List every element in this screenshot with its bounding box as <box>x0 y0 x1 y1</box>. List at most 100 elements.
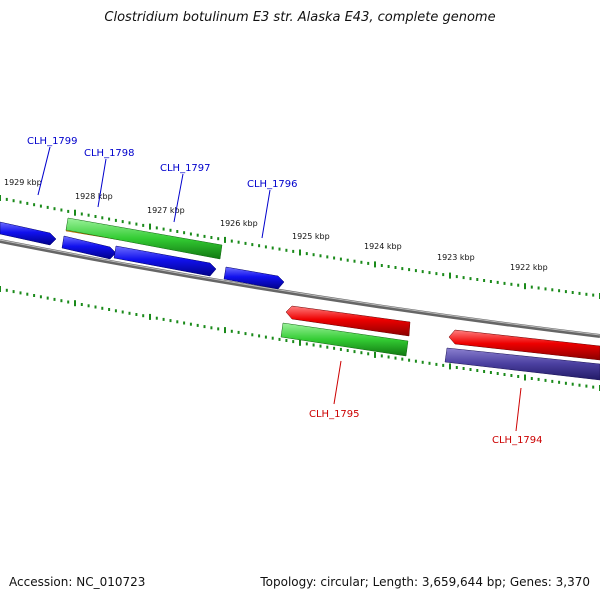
gene-clh-1799[interactable] <box>0 221 57 246</box>
tick-label: 1929 kbp <box>4 178 42 187</box>
major-tick <box>524 283 526 290</box>
minor-tick <box>346 349 349 352</box>
major-tick <box>74 300 76 307</box>
minor-tick <box>60 208 63 212</box>
minor-tick <box>67 300 70 304</box>
minor-tick <box>196 233 199 237</box>
minor-tick <box>108 217 111 221</box>
minor-tick <box>360 260 363 264</box>
minor-tick <box>155 226 158 230</box>
minor-tick <box>517 375 520 378</box>
minor-tick <box>571 291 574 294</box>
minor-tick <box>264 335 267 339</box>
feature-green-rna-forward[interactable] <box>65 217 223 260</box>
minor-tick <box>435 362 438 366</box>
gene-clh-1796[interactable] <box>223 266 285 290</box>
genome-backbone <box>0 239 600 338</box>
minor-tick <box>544 287 547 291</box>
minor-tick <box>537 377 540 381</box>
minor-tick <box>489 280 492 283</box>
major-tick <box>149 223 151 230</box>
minor-tick <box>380 354 383 358</box>
minor-tick <box>455 366 458 369</box>
gene-label[interactable]: CLH_1799 <box>27 136 78 147</box>
gene-label[interactable]: CLH_1797 <box>160 163 211 174</box>
minor-tick <box>135 222 138 226</box>
minor-tick <box>5 197 8 201</box>
minor-tick <box>585 292 588 296</box>
tick-label: 1925 kbp <box>292 232 330 241</box>
minor-tick <box>333 256 336 260</box>
minor-tick <box>121 220 124 224</box>
minor-tick <box>67 209 70 213</box>
major-tick <box>224 327 226 334</box>
major-tick <box>374 261 376 268</box>
gene-label[interactable]: CLH_1795 <box>309 409 360 420</box>
minor-tick <box>428 361 431 365</box>
minor-tick <box>326 255 329 259</box>
minor-tick <box>544 378 547 382</box>
minor-tick <box>367 261 370 265</box>
minor-tick <box>101 306 104 310</box>
minor-tick <box>360 351 363 355</box>
minor-tick <box>435 272 438 276</box>
gene-clh-1794[interactable] <box>448 329 600 361</box>
minor-tick <box>26 292 29 296</box>
major-tick <box>299 339 301 346</box>
minor-tick <box>469 277 472 281</box>
minor-tick <box>353 259 356 263</box>
minor-tick <box>401 267 404 271</box>
gene-clh-1795[interactable] <box>285 305 411 337</box>
minor-tick <box>510 282 513 286</box>
gene-label[interactable]: CLH_1796 <box>247 179 298 190</box>
minor-tick <box>558 289 561 293</box>
gene-clh-1798[interactable] <box>61 235 117 260</box>
minor-tick <box>578 383 581 387</box>
tick-label: 1928 kbp <box>75 192 113 201</box>
minor-tick <box>442 363 445 367</box>
minor-tick <box>60 299 63 303</box>
minor-tick <box>387 355 390 359</box>
minor-tick <box>176 320 179 324</box>
minor-tick <box>469 368 472 371</box>
leader-line <box>333 360 342 405</box>
minor-tick <box>462 276 465 280</box>
minor-tick <box>326 345 329 349</box>
tick-label: 1924 kbp <box>364 242 402 251</box>
minor-tick <box>312 343 315 347</box>
minor-tick <box>428 271 431 275</box>
minor-tick <box>264 245 267 249</box>
minor-tick <box>558 380 561 384</box>
gene-label[interactable]: CLH_1798 <box>84 148 135 159</box>
minor-tick <box>517 283 520 287</box>
minor-tick <box>271 336 274 340</box>
minor-tick <box>128 221 131 225</box>
minor-tick <box>183 321 186 325</box>
map-title: Clostridium botulinum E3 str. Alaska E43… <box>104 10 496 25</box>
minor-tick <box>394 266 397 269</box>
minor-tick <box>292 249 295 253</box>
minor-tick <box>39 295 42 299</box>
minor-tick <box>217 327 220 331</box>
minor-tick <box>503 373 506 376</box>
minor-tick <box>80 212 83 216</box>
minor-tick <box>19 200 22 204</box>
minor-tick <box>564 290 567 294</box>
minor-tick <box>414 359 417 363</box>
minor-tick <box>551 379 554 383</box>
gene-clh-1797[interactable] <box>113 245 217 277</box>
feature-purple[interactable] <box>444 347 600 381</box>
major-tick <box>0 286 1 292</box>
gene-label[interactable]: CLH_1794 <box>492 435 543 446</box>
minor-tick <box>101 216 104 220</box>
minor-tick <box>121 310 124 314</box>
minor-tick <box>230 239 233 243</box>
genome-summary-text: Topology: circular; Length: 3,659,644 bp… <box>260 575 590 589</box>
minor-tick <box>162 227 165 231</box>
tick-label: 1926 kbp <box>220 219 258 228</box>
minor-tick <box>87 304 90 308</box>
feature-green-rna-reverse[interactable] <box>280 322 409 357</box>
minor-tick <box>476 369 479 372</box>
minor-tick <box>442 273 445 277</box>
